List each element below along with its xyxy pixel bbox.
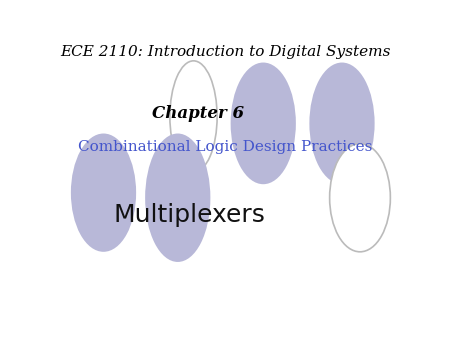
Ellipse shape — [170, 61, 217, 172]
Text: Multiplexers: Multiplexers — [113, 202, 265, 227]
Text: Combinational Logic Design Practices: Combinational Logic Design Practices — [78, 140, 372, 154]
Ellipse shape — [329, 144, 391, 252]
Text: Chapter 6: Chapter 6 — [152, 105, 244, 122]
Ellipse shape — [145, 134, 211, 262]
Text: ECE 2110: Introduction to Digital Systems: ECE 2110: Introduction to Digital System… — [60, 45, 390, 59]
Ellipse shape — [310, 63, 374, 184]
Ellipse shape — [230, 63, 296, 184]
Ellipse shape — [71, 134, 136, 252]
